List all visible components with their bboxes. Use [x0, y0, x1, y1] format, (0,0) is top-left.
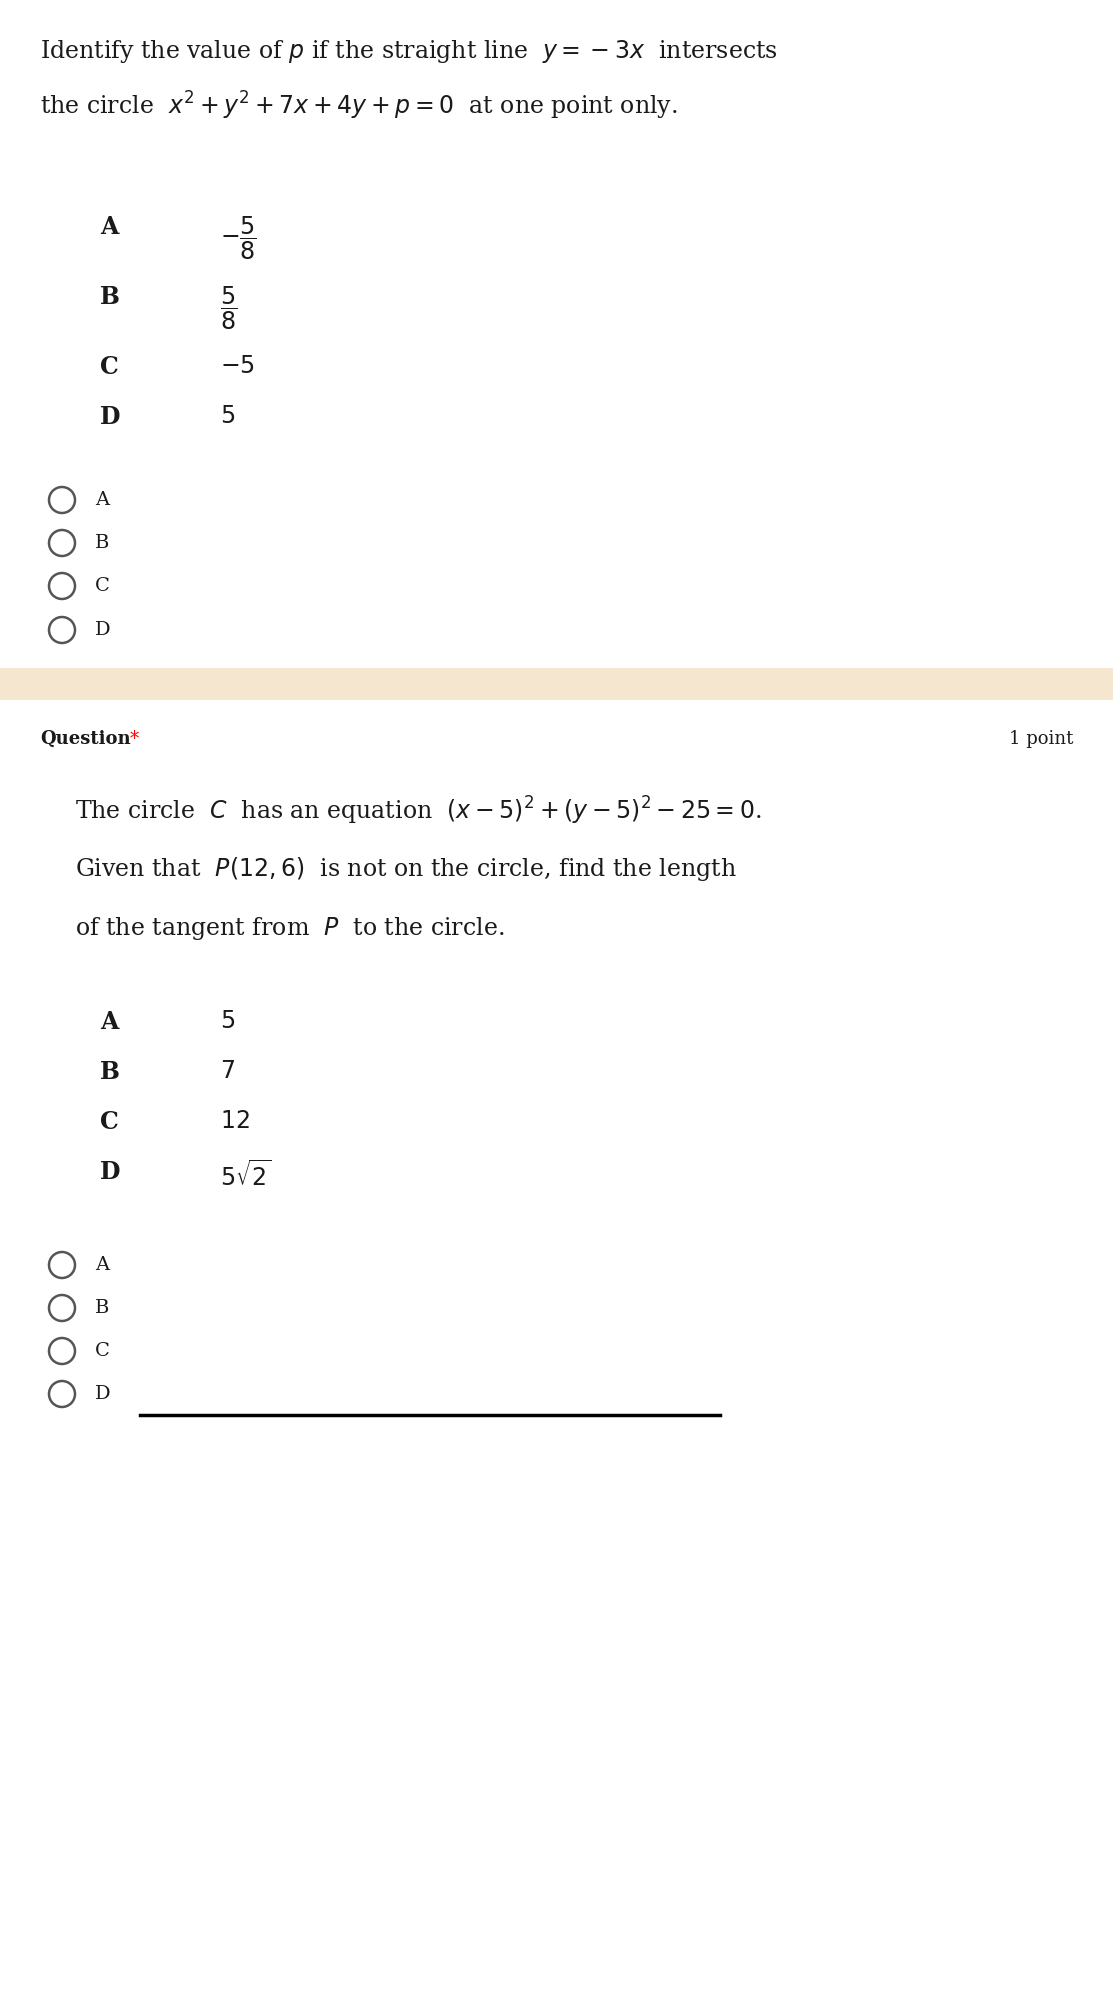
Text: $-\dfrac{5}{8}$: $-\dfrac{5}{8}$ — [220, 214, 257, 262]
Text: C: C — [100, 1109, 119, 1133]
Text: C: C — [95, 577, 110, 595]
Text: *: * — [130, 731, 139, 749]
Text: the circle  $x^2+y^2+7x+4y+p=0$  at one point only.: the circle $x^2+y^2+7x+4y+p=0$ at one po… — [40, 90, 678, 122]
Text: $5$: $5$ — [220, 404, 235, 428]
Text: A: A — [100, 1009, 118, 1033]
Text: B: B — [95, 1299, 109, 1317]
Text: $12$: $12$ — [220, 1109, 249, 1133]
Text: $5\sqrt{2}$: $5\sqrt{2}$ — [220, 1159, 272, 1191]
Text: A: A — [100, 214, 118, 238]
Text: $5$: $5$ — [220, 1009, 235, 1033]
Text: C: C — [95, 1341, 110, 1359]
Text: $-5$: $-5$ — [220, 354, 255, 378]
Text: D: D — [100, 1159, 120, 1183]
Text: of the tangent from  $P$  to the circle.: of the tangent from $P$ to the circle. — [75, 915, 504, 943]
Text: $\dfrac{5}{8}$: $\dfrac{5}{8}$ — [220, 284, 237, 332]
Bar — [0, 669, 1113, 701]
Text: The circle  $C$  has an equation  $(x-5)^2+(y-5)^2-25=0$.: The circle $C$ has an equation $(x-5)^2+… — [75, 795, 761, 827]
Text: B: B — [95, 535, 109, 553]
Text: Given that  $P(12,6)$  is not on the circle, find the length: Given that $P(12,6)$ is not on the circl… — [75, 855, 737, 883]
Text: B: B — [100, 1059, 120, 1083]
Text: A: A — [95, 1255, 109, 1273]
Text: $7$: $7$ — [220, 1059, 235, 1083]
Text: D: D — [95, 621, 110, 639]
Text: Question: Question — [40, 731, 130, 749]
Text: A: A — [95, 490, 109, 509]
Text: D: D — [95, 1385, 110, 1403]
Text: 1 point: 1 point — [1008, 731, 1073, 749]
Text: B: B — [100, 284, 120, 308]
Text: Identify the value of $p$ if the straight line  $y=-3x$  intersects: Identify the value of $p$ if the straigh… — [40, 38, 778, 64]
Text: D: D — [100, 404, 120, 428]
Text: C: C — [100, 354, 119, 378]
